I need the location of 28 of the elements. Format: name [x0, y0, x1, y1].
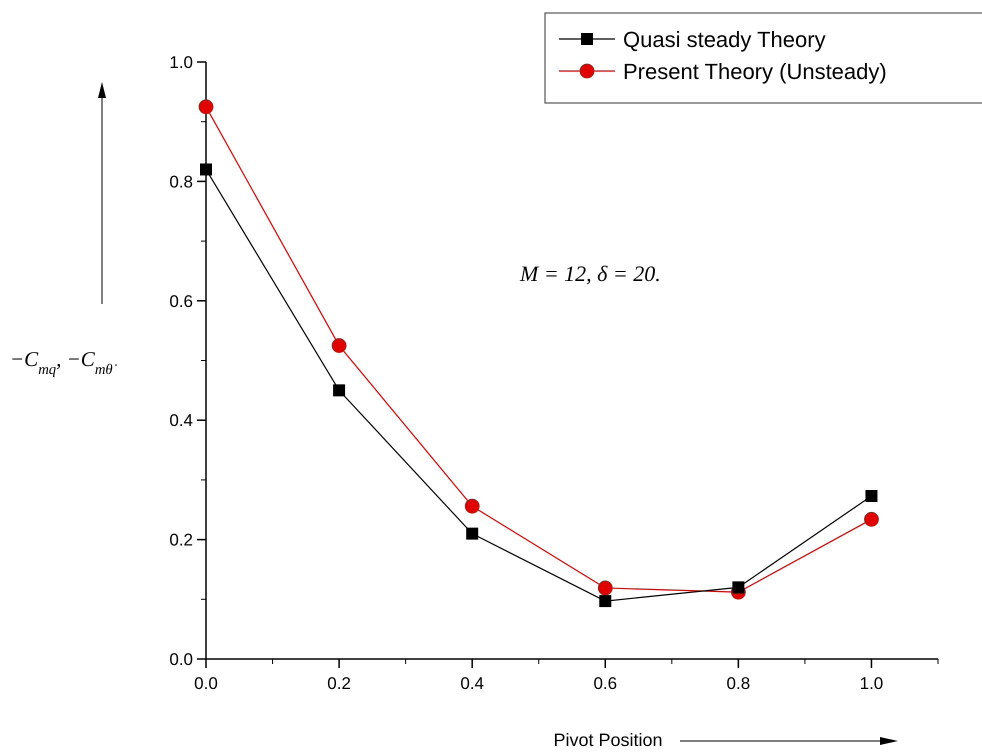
- y-axis-title: −C$_{mq}$, −C$_{mθ̇}$: [10, 347, 118, 378]
- x-tick-label: 0.8: [726, 674, 750, 693]
- y-tick-label: 1.0: [169, 53, 193, 72]
- y-tick-label: 0.0: [169, 650, 193, 669]
- x-tick-label: 0.6: [593, 674, 618, 693]
- x-tick-label: 0.2: [327, 674, 351, 693]
- x-tick-label: 0.4: [460, 674, 484, 693]
- legend-label: Quasi steady Theory: [623, 27, 826, 52]
- y-tick-label: 0.4: [169, 411, 193, 430]
- point: [198, 99, 214, 114]
- y-tick-label: 0.8: [169, 172, 193, 192]
- x-tick-label: 0.0: [194, 674, 218, 693]
- point: [200, 163, 212, 176]
- annotation: M = 12, δ = 20.: [519, 261, 661, 286]
- point: [598, 580, 613, 596]
- point: [599, 595, 612, 608]
- point: [466, 528, 478, 540]
- y-tick-label: 0.2: [169, 530, 193, 550]
- point: [464, 498, 480, 514]
- x-axis-title: Pivot Position: [553, 730, 663, 750]
- point: [332, 338, 346, 353]
- legend-label: Present Theory (Unsteady): [623, 59, 887, 84]
- y-tick-label: 0.6: [169, 292, 193, 311]
- point: [864, 512, 879, 527]
- point: [732, 581, 744, 594]
- x-tick-label: 1.0: [860, 674, 884, 693]
- point: [865, 490, 878, 502]
- point: [333, 384, 346, 396]
